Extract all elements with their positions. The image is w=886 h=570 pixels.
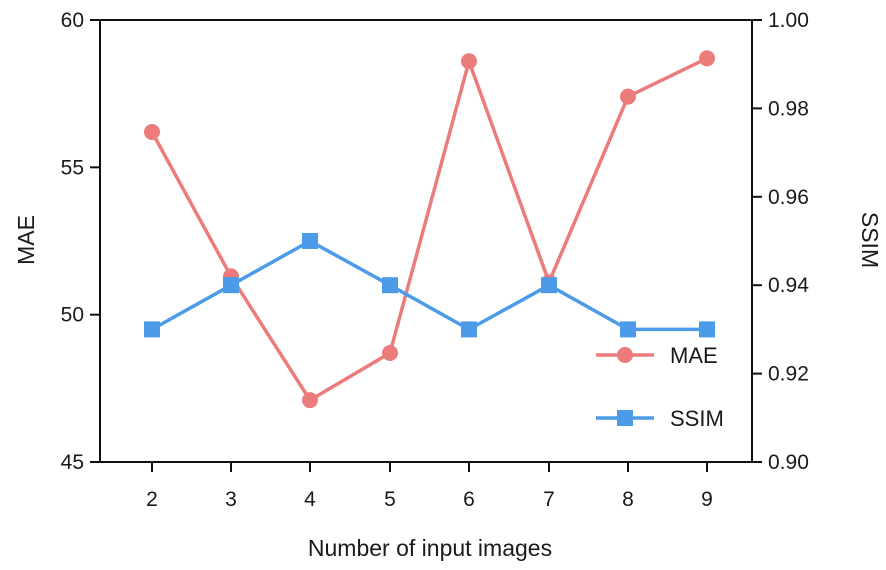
x-axis-title: Number of input images [308,535,552,561]
x-tick-label: 9 [701,488,713,511]
x-tick-label: 6 [463,488,475,511]
y-tick-label-right: 1.00 [768,9,809,32]
ssim-data-point [620,321,636,338]
mae-data-point [302,392,318,409]
ssim-data-point [541,277,557,294]
ssim-data-point [144,321,160,338]
mae-data-point [144,123,160,140]
x-tick-label: 7 [543,488,555,511]
x-tick-label: 4 [304,488,316,511]
legend-mae-label: MAE [670,343,718,368]
y-tick-label-left: 45 [61,451,84,474]
ssim-data-point [302,233,318,249]
y-tick-label-right: 0.94 [768,274,809,297]
y-tick-label-right: 0.92 [768,363,809,386]
series-lines-layer [150,56,709,402]
ssim-series-line [150,239,709,332]
ssim-data-point [461,321,477,338]
legend: MAE SSIM [596,343,724,431]
legend-ssim-label: SSIM [670,406,724,431]
ssim-data-point [382,277,398,294]
mae-data-point [699,50,715,67]
y-tick-label-left: 60 [61,9,84,32]
y-tick-label-left: 50 [61,304,84,327]
ssim-data-point [699,321,715,338]
mae-series-line [150,56,709,402]
x-tick-label: 5 [384,488,396,511]
ssim-data-point [223,277,239,294]
legend-ssim-marker [617,410,633,426]
series-markers-layer [144,50,715,409]
y-axis-title-left: MAE [13,215,39,265]
x-tick-label: 3 [225,488,237,511]
y-axis-title-right: SSIM [857,212,883,268]
mae-data-point [382,344,398,361]
y-tick-label-right: 0.90 [768,451,809,474]
y-tick-label-left: 55 [61,156,84,179]
y-tick-label-right: 0.98 [768,97,809,120]
mae-data-point [620,88,636,105]
y-tick-label-right: 0.96 [768,186,809,209]
legend-mae-marker [617,347,633,363]
x-tick-label: 8 [622,488,634,511]
mae-data-point [461,53,477,70]
x-tick-label: 2 [146,488,158,511]
